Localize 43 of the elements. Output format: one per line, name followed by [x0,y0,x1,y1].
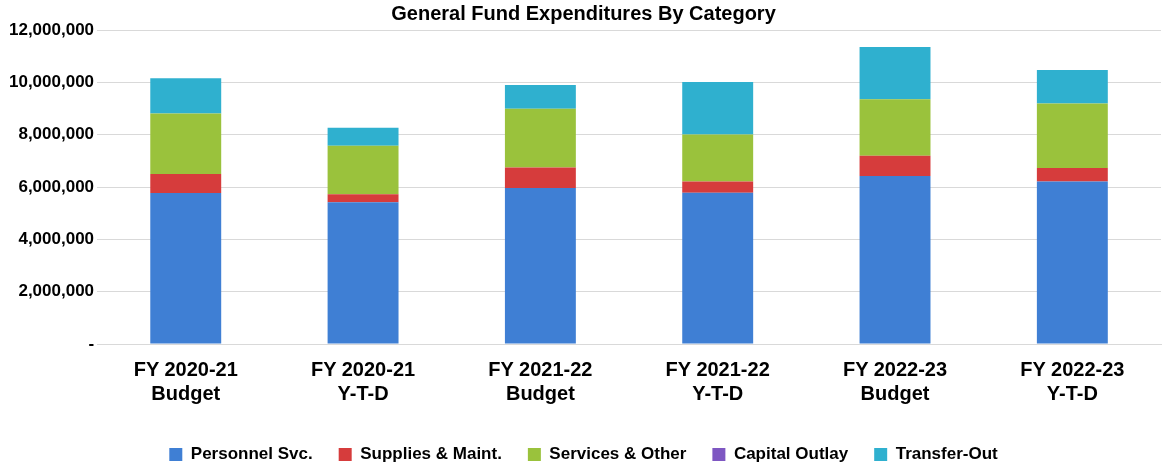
bar [504,108,576,168]
bar [150,113,222,174]
bar [150,78,222,114]
y-tick-label: 2,000,000 [18,281,95,301]
y-tick-label: 12,000,000 [8,19,95,39]
bar [1036,167,1108,182]
bar [1036,181,1108,344]
legend-label: Services & Other [549,444,687,464]
bar [327,127,399,146]
bar [859,99,931,156]
bar [859,176,931,344]
legend-label: Capital Outlay [733,444,849,464]
bar [1036,103,1108,168]
bar [682,181,754,193]
y-tick-label: 10,000,000 [8,72,95,92]
bar [859,155,931,177]
bar [327,194,399,203]
x-tick-label: FY 2022-23 Y-T-D [1020,357,1125,404]
bar [682,82,754,135]
legend-label: Transfer-Out [895,444,999,464]
legend-label: Supplies & Maint. [360,444,502,464]
bar [150,193,222,344]
x-tick-label: FY 2021-22 Y-T-D [665,357,770,404]
x-tick-label: FY 2022-23 Budget [842,357,948,404]
bar [504,84,576,109]
bar [327,202,399,344]
bar [1036,70,1108,104]
bar [504,188,576,344]
bar [150,173,222,194]
y-tick-label: - [88,333,95,353]
y-tick-label: 4,000,000 [18,229,95,249]
y-tick-label: 8,000,000 [18,124,95,144]
bar [327,145,399,195]
bar [504,167,576,189]
bar [682,192,754,344]
bar [859,47,931,100]
x-tick-label: FY 2021-22 Budget [488,357,593,404]
chart-title: General Fund Expenditures By Category [391,1,777,24]
x-tick-label: FY 2020-21 Budget [133,357,238,404]
x-tick-label: FY 2020-21 Y-T-D [310,357,416,404]
y-tick-label: 6,000,000 [18,176,95,196]
legend-label: Personnel Svc. [190,444,313,464]
bar [682,134,754,182]
